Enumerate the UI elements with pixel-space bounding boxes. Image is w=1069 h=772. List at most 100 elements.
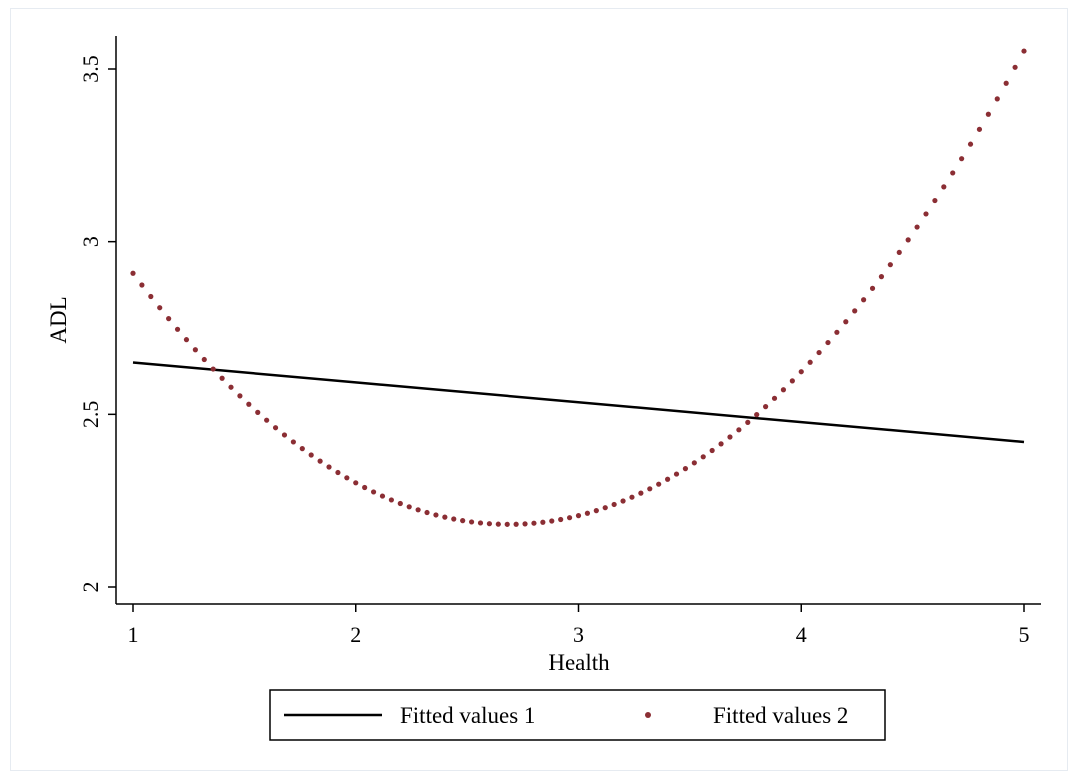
series-point-fitted-values-2: [335, 469, 341, 476]
axes: [115, 36, 1041, 605]
series-point-fitted-values-2: [531, 520, 537, 526]
series-point-fitted-values-2: [549, 518, 555, 524]
series-point-fitted-values-2: [522, 521, 528, 527]
x-tick-label: 4: [796, 622, 807, 647]
series-point-fitted-values-2: [932, 197, 938, 204]
series-point-fitted-values-2: [460, 518, 466, 524]
series-point-fitted-values-2: [504, 521, 510, 527]
series-point-fitted-values-2: [843, 319, 849, 325]
series-point-fitted-values-2: [976, 126, 983, 132]
series-point-fitted-values-2: [682, 466, 689, 472]
series-point-fitted-values-2: [344, 475, 350, 481]
series-point-fitted-values-2: [718, 441, 724, 447]
series-point-fitted-values-2: [442, 514, 448, 520]
series-point-fitted-values-2: [780, 387, 787, 393]
series-point-fitted-values-2: [647, 486, 653, 492]
series-point-fitted-values-2: [656, 481, 662, 487]
series-point-fitted-values-2: [665, 476, 671, 482]
series-point-fitted-values-2: [638, 490, 644, 496]
x-tick-label: 5: [1019, 622, 1030, 647]
series-point-fitted-values-2: [941, 184, 947, 190]
y-tick-label: 3: [78, 236, 103, 247]
y-axis-title: ADL: [46, 296, 71, 343]
series-point-fitted-values-2: [709, 447, 715, 454]
series-point-fitted-values-2: [255, 409, 261, 415]
series-point-fitted-values-2: [691, 460, 697, 466]
series-point-fitted-values-2: [495, 521, 501, 527]
series-point-fitted-values-2: [228, 384, 234, 390]
series-point-fitted-values-2: [281, 432, 288, 438]
series-point-fitted-values-2: [139, 282, 145, 288]
series-point-fitted-values-2: [825, 339, 831, 346]
series-point-fitted-values-2: [468, 519, 475, 525]
chart-frame: [10, 8, 1068, 771]
series-point-fitted-values-2: [1021, 48, 1027, 54]
series-point-fitted-values-2: [157, 305, 163, 311]
series-point-fitted-values-2: [994, 96, 1000, 102]
series-point-fitted-values-2: [852, 308, 858, 314]
series-point-fitted-values-2: [727, 434, 733, 440]
series-layer: [130, 48, 1027, 527]
series-point-fitted-values-2: [816, 349, 822, 356]
series-point-fitted-values-2: [174, 326, 181, 332]
series-point-fitted-values-2: [513, 521, 519, 527]
legend-label-fitted-values-1: Fitted values 1: [400, 703, 535, 728]
series-point-fitted-values-2: [700, 454, 706, 460]
series-point-fitted-values-2: [584, 510, 591, 516]
series-line-fitted-values-1: [132, 361, 1025, 444]
y-tick-label: 2.5: [78, 401, 103, 429]
series-point-fitted-values-2: [566, 515, 573, 521]
series-point-fitted-values-2: [914, 224, 920, 230]
series-point-fitted-values-2: [183, 337, 190, 343]
series-point-fitted-values-2: [923, 211, 929, 217]
series-point-fitted-values-2: [379, 493, 386, 499]
series-point-fitted-values-2: [299, 446, 305, 452]
series-point-fitted-values-2: [166, 316, 172, 322]
series-point-fitted-values-2: [406, 504, 412, 510]
series-point-fitted-values-2: [611, 501, 617, 508]
series-point-fitted-values-2: [201, 356, 207, 363]
x-axis-title: Health: [548, 650, 610, 675]
series-point-fitted-values-2: [959, 156, 965, 162]
series-point-fitted-values-2: [540, 519, 546, 525]
series-point-fitted-values-2: [326, 464, 332, 470]
series-point-fitted-values-2: [362, 484, 368, 491]
series-point-fitted-values-2: [272, 425, 279, 431]
series-point-fitted-values-2: [370, 489, 377, 495]
series-point-fitted-values-2: [985, 111, 991, 117]
series-point-fitted-values-2: [192, 347, 198, 353]
series-point-fitted-values-2: [887, 262, 893, 268]
series-point-fitted-values-2: [896, 249, 902, 256]
series-point-fitted-values-2: [736, 427, 742, 433]
series-point-fitted-values-2: [246, 401, 252, 407]
series-point-fitted-values-2: [878, 274, 885, 280]
series-point-fitted-values-2: [602, 505, 608, 511]
x-tick-label: 2: [350, 622, 361, 647]
series-point-fitted-values-2: [834, 329, 840, 335]
series-point-fitted-values-2: [397, 500, 403, 507]
series-point-fitted-values-2: [433, 512, 439, 518]
series-fitted-values-2: [130, 48, 1027, 527]
series-point-fitted-values-2: [754, 412, 760, 418]
x-ticks: 1 2 3 4 5: [128, 604, 1030, 647]
series-point-fitted-values-2: [424, 509, 430, 516]
series-point-fitted-values-2: [148, 293, 154, 300]
series-point-fitted-values-2: [1012, 64, 1018, 70]
series-point-fitted-values-2: [807, 359, 813, 365]
legend: Fitted values 1 Fitted values 2: [269, 689, 886, 741]
series-point-fitted-values-2: [237, 393, 243, 399]
series-point-fitted-values-2: [353, 480, 359, 486]
series-point-fitted-values-2: [789, 378, 795, 384]
series-point-fitted-values-2: [771, 395, 778, 401]
legend-label-fitted-values-2: Fitted values 2: [713, 703, 848, 728]
y-ticks: 2 2.5 3 3.5: [78, 55, 116, 593]
series-point-fitted-values-2: [290, 439, 296, 445]
series-point-fitted-values-2: [317, 458, 323, 464]
series-point-fitted-values-2: [798, 369, 804, 375]
series-point-fitted-values-2: [388, 497, 394, 503]
series-point-fitted-values-2: [575, 513, 582, 519]
series-point-fitted-values-2: [745, 419, 751, 425]
series-point-fitted-values-2: [415, 507, 421, 513]
series-point-fitted-values-2: [763, 404, 769, 410]
